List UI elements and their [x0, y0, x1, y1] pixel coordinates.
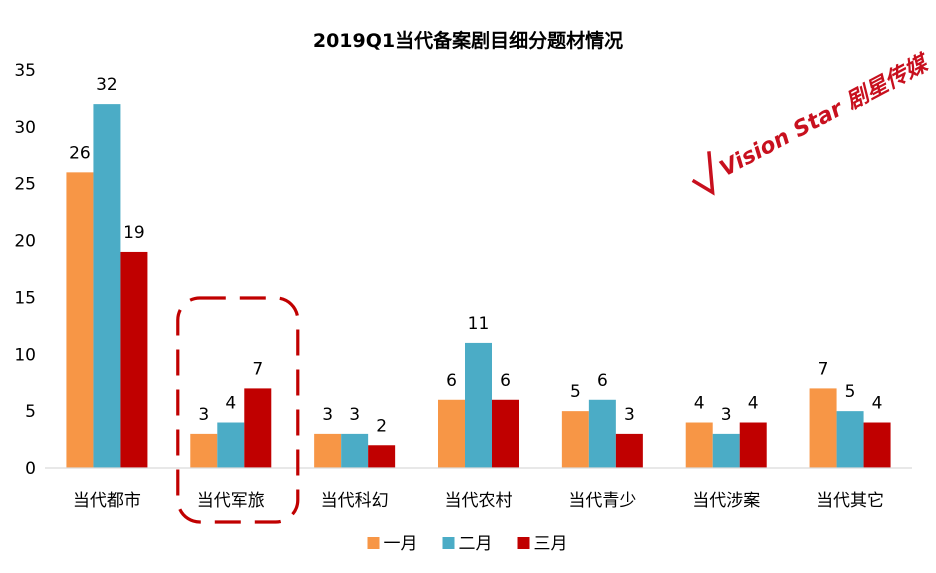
bar [465, 342, 492, 468]
legend-label: 一月 [384, 534, 418, 554]
x-axis: 当代都市 当代军旅 当代科幻 当代农村 当代青少 当代涉案 当代其它 [45, 467, 912, 511]
highlight-box [176, 296, 300, 524]
bar [836, 411, 864, 468]
bar [739, 422, 767, 468]
bar [588, 399, 616, 468]
data-label: 2 [376, 416, 387, 436]
legend-swatch [517, 537, 530, 549]
data-label: 4 [694, 394, 705, 414]
data-label: 32 [96, 75, 118, 95]
y-tick-label: 25 [14, 175, 36, 195]
x-tick-label: 当代涉案 [692, 491, 760, 511]
data-label: 6 [597, 371, 608, 391]
data-label: 3 [721, 405, 732, 425]
data-label: 4 [748, 394, 759, 414]
bar [120, 251, 148, 468]
chart-title: 2019Q1当代备案剧目细分题材情况 [313, 29, 623, 52]
x-tick-label: 当代都市 [73, 491, 141, 511]
data-label: 5 [845, 382, 856, 402]
bar [809, 388, 837, 468]
data-label: 4 [872, 394, 883, 414]
legend-label: 二月 [459, 534, 493, 554]
bars [66, 104, 891, 469]
watermark-text: Vision Star 剧星传媒 [716, 50, 935, 182]
x-tick-label: 当代农村 [445, 491, 513, 511]
legend-swatch [367, 537, 380, 549]
y-tick-label: 10 [14, 345, 36, 365]
data-label: 3 [322, 405, 333, 425]
bar [217, 422, 245, 468]
data-label: 4 [225, 394, 236, 414]
data-label: 7 [818, 359, 829, 379]
bar [712, 433, 740, 468]
watermark-logo: Vision Star 剧星传媒 [691, 50, 935, 196]
bar [492, 399, 519, 468]
bar [314, 433, 342, 468]
x-tick-label: 当代科幻 [321, 491, 389, 511]
x-tick-label: 当代其它 [816, 491, 884, 511]
bar [685, 422, 713, 468]
x-tick-label: 当代青少 [568, 491, 636, 511]
data-label: 11 [468, 314, 490, 334]
bar [863, 422, 891, 468]
bar [561, 411, 589, 468]
bar [66, 172, 94, 469]
y-tick-label: 15 [14, 288, 36, 308]
bar [438, 399, 465, 468]
data-label: 3 [349, 405, 360, 425]
data-label: 6 [446, 371, 457, 391]
bar [93, 104, 121, 468]
y-tick-label: 30 [14, 118, 36, 138]
data-label: 6 [500, 371, 511, 391]
data-label: 7 [252, 359, 263, 379]
data-label: 19 [123, 223, 145, 243]
data-label: 26 [69, 143, 91, 163]
y-tick-label: 20 [14, 232, 36, 252]
bar [368, 445, 396, 468]
bar [244, 388, 272, 468]
y-tick-label: 0 [25, 459, 36, 479]
logo-v-icon [691, 151, 715, 196]
data-label: 3 [624, 405, 635, 425]
y-axis: 0 5 10 15 20 25 30 35 [14, 61, 36, 479]
x-tick-label: 当代军旅 [197, 491, 265, 511]
y-tick-label: 5 [25, 402, 36, 422]
y-tick-label: 35 [14, 61, 36, 81]
data-label: 3 [198, 405, 209, 425]
bar [341, 433, 369, 468]
legend: 一月 二月 三月 [367, 534, 568, 554]
bar [190, 433, 218, 468]
legend-label: 三月 [534, 534, 568, 554]
legend-swatch [442, 537, 455, 549]
bar [615, 433, 643, 468]
data-label: 5 [570, 382, 581, 402]
